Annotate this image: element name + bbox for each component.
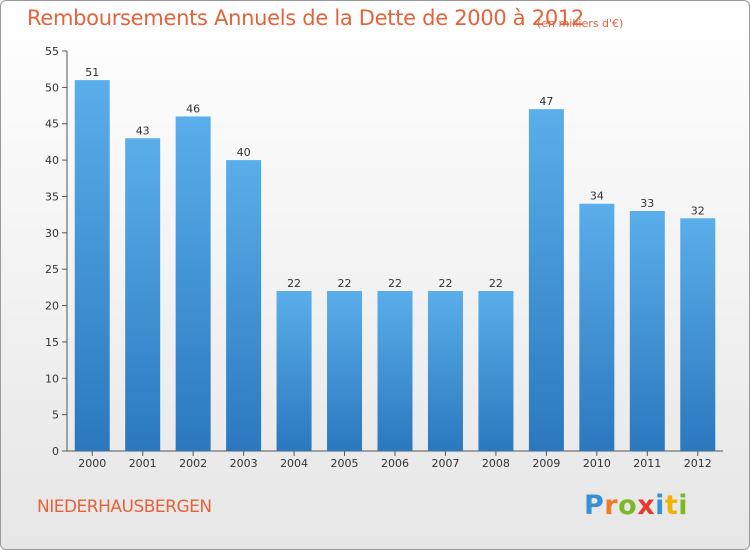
y-tick-label: 40	[45, 154, 59, 167]
x-tick-label-2006: 2006	[381, 457, 409, 470]
data-label-2005: 22	[338, 277, 352, 290]
y-tick-label: 55	[45, 45, 59, 58]
chart-bars	[74, 80, 716, 452]
chart-axes: 0 5 10 15 20 25 30 35 40 45 50 55 2000 2001 2002 2003 20…	[45, 45, 723, 470]
y-tick-label: 5	[52, 409, 59, 422]
chart-title: Remboursements Annuels de la Dette de 20…	[27, 6, 584, 30]
bar-2006	[377, 291, 413, 451]
bar-2004	[276, 291, 312, 451]
bar-2001	[125, 138, 161, 452]
logo-letter: o	[618, 490, 638, 521]
proxiti-logo: Proxiti	[584, 490, 688, 521]
bar-2008	[478, 291, 514, 451]
y-tick-label: 10	[45, 372, 59, 385]
bar-2009	[528, 109, 564, 451]
data-label-2002: 46	[186, 102, 200, 115]
data-label-2003: 40	[237, 146, 251, 159]
city-name: NIEDERHAUSBERGEN	[37, 497, 212, 517]
x-tick-label-2001: 2001	[129, 457, 157, 470]
logo-letter: x	[637, 490, 656, 521]
data-label-2008: 22	[489, 277, 503, 290]
chart-labels: 51 43 46 40 22 22 22 22 22 47 34 33 32	[85, 66, 705, 290]
bar-2002	[175, 116, 211, 452]
y-tick-label: 20	[45, 300, 59, 313]
y-tick-label: 15	[45, 336, 59, 349]
x-tick-label-2003: 2003	[230, 457, 258, 470]
data-label-2010: 34	[590, 190, 604, 203]
x-tick-label-2007: 2007	[431, 457, 459, 470]
logo-letter: i	[655, 490, 665, 521]
data-label-2006: 22	[388, 277, 402, 290]
data-label-2001: 43	[136, 124, 150, 137]
bar-2007	[427, 291, 463, 451]
bar-2003	[226, 160, 262, 451]
logo-letter: r	[604, 490, 619, 521]
x-tick-label-2009: 2009	[532, 457, 560, 470]
y-tick-label: 50	[45, 81, 59, 94]
y-tick-label: 30	[45, 227, 59, 240]
logo-letter: P	[584, 490, 605, 521]
data-label-2009: 47	[539, 95, 553, 108]
x-tick-label-2004: 2004	[280, 457, 308, 470]
x-tick-label-2010: 2010	[583, 457, 611, 470]
chart-unit-note: (en milliers d'€)	[537, 17, 624, 30]
bar-2011	[629, 211, 665, 451]
bar-2012	[680, 218, 716, 451]
bar-2000	[74, 80, 110, 451]
y-tick-label: 0	[52, 445, 59, 458]
data-label-2004: 22	[287, 277, 301, 290]
logo-letter: i	[678, 490, 689, 521]
bar-2005	[327, 291, 363, 451]
bar-2010	[579, 203, 615, 451]
y-tick-label: 45	[45, 118, 59, 131]
data-label-2007: 22	[438, 277, 452, 290]
x-tick-label-2002: 2002	[179, 457, 207, 470]
data-label-2012: 32	[691, 204, 705, 217]
logo-letter: t	[664, 490, 679, 521]
data-label-2000: 51	[85, 66, 99, 79]
y-tick-label: 25	[45, 263, 59, 276]
x-tick-label-2011: 2011	[633, 457, 661, 470]
y-tick-label: 35	[45, 190, 59, 203]
x-tick-label-2000: 2000	[78, 457, 106, 470]
x-tick-label-2005: 2005	[331, 457, 359, 470]
x-tick-label-2008: 2008	[482, 457, 510, 470]
x-tick-label-2012: 2012	[684, 457, 712, 470]
data-label-2011: 33	[640, 197, 654, 210]
